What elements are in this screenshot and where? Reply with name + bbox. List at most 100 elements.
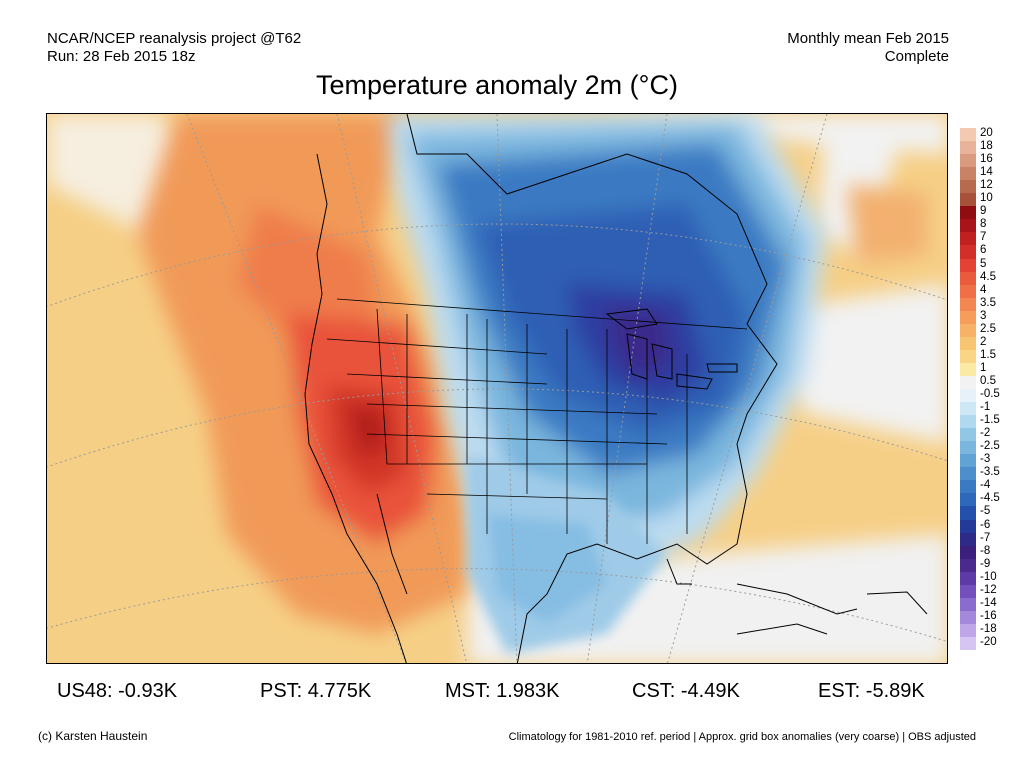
colorbar-tick-label: -16 [980,609,997,622]
colorbar-tick-label: -2.5 [980,440,1000,453]
colorbar-swatch [960,636,976,651]
colorbar-swatch [960,180,976,194]
colorbar-tick-label: -12 [980,583,997,596]
region-stat: PST: 4.775K [260,680,372,702]
colorbar-tick-label: 6 [980,244,987,257]
status-label: Complete [884,48,949,65]
colorbar-tick-label: -1.5 [980,414,1000,427]
colorbar-swatch [960,571,976,586]
colorbar-swatch [960,558,976,573]
colorbar-tick-label: 8 [980,218,987,231]
colorbar-tick-label: -9 [980,557,991,570]
colorbar-swatch [960,402,976,416]
colorbar-tick-label: -6 [980,518,991,531]
colorbar-swatch [960,167,976,181]
colorbar-tick-label: 3 [980,309,987,322]
footnote-label: Climatology for 1981-2010 ref. period | … [508,731,976,743]
colorbar-tick-label: -20 [980,635,997,648]
colorbar-swatch [960,389,976,403]
colorbar-tick-label: -4 [980,479,991,492]
colorbar-tick-label: 7 [980,231,987,244]
colorbar-swatch [960,375,976,390]
colorbar-tick-label: 1.5 [980,348,996,361]
political-borders [326,298,748,544]
colorbar-swatch [960,297,976,312]
colorbar-swatch [960,349,976,364]
colorbar-tick-label: 0.5 [980,374,996,387]
regional-stats: US48: -0.93K PST: 4.775K MST: 1.983K CST: -… [0,680,1024,704]
colorbar-tick-label: -5 [980,505,991,518]
coastlines [304,114,928,663]
colorbar-tick-label: -14 [980,596,997,609]
anomaly-map-svg [47,114,947,663]
colorbar-swatch [960,219,976,233]
colorbar-swatch [960,232,976,246]
graticule [47,114,947,663]
colorbar-tick-label: -8 [980,544,991,557]
colorbar-tick-label: -1 [980,401,991,414]
colorbar-tick-label: 2.5 [980,322,996,335]
colorbar-swatch [960,623,976,638]
colorbar-swatch [960,310,976,325]
colorbar-swatch [960,362,976,377]
header-right: Monthly mean Feb 2015 Complete [787,30,949,66]
colorbar-swatch [960,584,976,599]
region-stat: EST: -5.89K [818,680,925,702]
period-label: Monthly mean Feb 2015 [787,30,949,47]
colorbar-swatch [960,336,976,351]
colorbar-swatch [960,141,976,155]
colorbar-tick-label: -3 [980,453,991,466]
colorbar-swatch [960,493,976,507]
colorbar-tick-label: 4.5 [980,270,996,283]
colorbar-tick-label: 10 [980,192,993,205]
colorbar-swatch [960,428,976,442]
colorbar-tick-label: 12 [980,179,993,192]
warm-anomaly-west [137,114,927,634]
run-label: Run: 28 Feb 2015 18z [47,48,196,65]
colorbar-swatch [960,154,976,168]
colorbar [960,128,976,651]
region-stat: CST: -4.49K [632,680,740,702]
colorbar-swatch [960,454,976,468]
colorbar-swatch [960,206,976,220]
header-left: NCAR/NCEP reanalysis project @T62 Run: 2… [47,30,301,66]
colorbar-swatch [960,532,976,547]
colorbar-tick-label: 4 [980,283,987,296]
anomaly-map [46,113,948,664]
region-stat: MST: 1.983K [445,680,560,702]
colorbar-tick-label: -7 [980,531,991,544]
colorbar-swatch [960,271,976,286]
colorbar-swatch [960,128,976,142]
great-lakes [605,308,738,390]
colorbar-tick-label: 2 [980,335,987,348]
colorbar-swatch [960,193,976,207]
map-title: Temperature anomaly 2m (°C) [316,70,678,100]
colorbar-tick-label: 1 [980,361,987,374]
colorbar-swatch [960,245,976,259]
colorbar-tick-label: -18 [980,622,997,635]
region-stat: US48: -0.93K [57,680,178,702]
colorbar-tick-label: 14 [980,166,993,179]
colorbar-tick-label: -4.5 [980,492,1000,505]
colorbar-swatch [960,506,976,520]
colorbar-tick-label: 18 [980,140,993,153]
colorbar-tick-label: -3.5 [980,466,1000,479]
colorbar-tick-label: 16 [980,153,993,166]
colorbar-swatch [960,610,976,625]
colorbar-swatch [960,258,976,273]
colorbar-swatch [960,284,976,299]
colorbar-tick-label: 5 [980,257,987,270]
colorbar-swatch [960,480,976,494]
colorbar-tick-label: 20 [980,127,993,139]
colorbar-swatch [960,597,976,612]
source-label: NCAR/NCEP reanalysis project @T62 [47,30,302,47]
copyright-label: (c) Karsten Haustein [38,729,148,743]
colorbar-swatch [960,323,976,338]
colorbar-swatch [960,415,976,429]
colorbar-tick-label: 9 [980,205,987,218]
colorbar-swatch [960,467,976,481]
colorbar-swatch [960,441,976,455]
colorbar-swatch [960,519,976,534]
colorbar-tick-label: 3.5 [980,296,996,309]
colorbar-tick-label: -10 [980,570,997,583]
